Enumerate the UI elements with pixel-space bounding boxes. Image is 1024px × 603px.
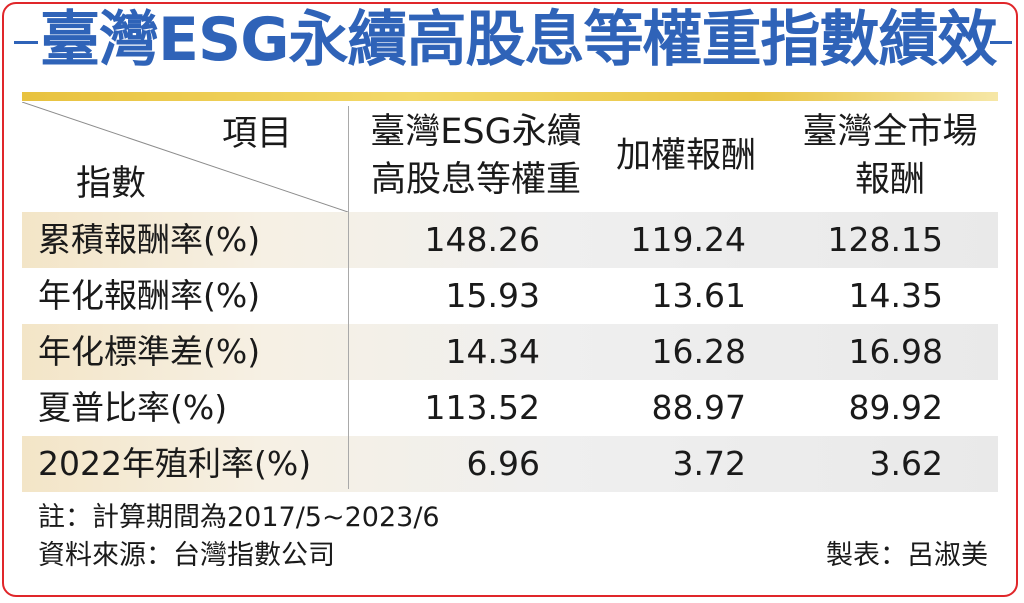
- col1-header-line1: 臺灣ESG永續: [370, 112, 582, 152]
- cell-market: 14.35: [848, 276, 943, 315]
- header-diagonal: [22, 102, 348, 212]
- col1-header-line2: 高股息等權重: [370, 160, 581, 200]
- author-credit: 製表：呂淑美: [826, 540, 988, 571]
- cell-weighted: 88.97: [651, 388, 746, 427]
- outer-frame: [2, 2, 1018, 597]
- corner-header-item: 項目: [222, 114, 293, 154]
- cell-market: 128.15: [827, 220, 943, 259]
- row-shade-1: [22, 212, 998, 268]
- cell-weighted: 16.28: [651, 332, 746, 371]
- page-title: 臺灣ESG永續高股息等權重指數績效: [40, 5, 997, 75]
- row-label: 年化標準差(%): [38, 332, 261, 371]
- col3-header-line1: 臺灣全市場: [802, 112, 978, 152]
- cell-esg: 113.52: [424, 388, 540, 427]
- row-label: 年化報酬率(%): [38, 276, 261, 315]
- cell-weighted: 3.72: [672, 444, 746, 483]
- row-label: 2022年殖利率(%): [38, 444, 312, 483]
- source-text: 資料來源：台灣指數公司: [38, 540, 335, 571]
- cell-esg: 14.34: [445, 332, 540, 371]
- cell-esg: 6.96: [466, 444, 540, 483]
- title-rule-left: [14, 41, 38, 44]
- cell-weighted: 119.24: [630, 220, 746, 259]
- cell-market: 89.92: [848, 388, 943, 427]
- column-divider-1: [348, 106, 349, 489]
- title-rule-right: [990, 41, 1012, 44]
- row-shade-5: [22, 436, 998, 492]
- row-shade-3: [22, 324, 998, 380]
- gold-divider: [22, 92, 998, 101]
- cell-esg: 15.93: [445, 276, 540, 315]
- cell-market: 3.62: [869, 444, 943, 483]
- cell-esg: 148.26: [424, 220, 540, 259]
- col2-header: 加權報酬: [615, 136, 756, 176]
- col3-header-line2: 報酬: [854, 160, 925, 200]
- row-label: 夏普比率(%): [38, 388, 228, 427]
- corner-header-index: 指數: [76, 164, 147, 204]
- row-label: 累積報酬率(%): [38, 220, 261, 259]
- cell-weighted: 13.61: [651, 276, 746, 315]
- footnote: 註：計算期間為2017/5~2023/6: [38, 502, 440, 533]
- cell-market: 16.98: [848, 332, 943, 371]
